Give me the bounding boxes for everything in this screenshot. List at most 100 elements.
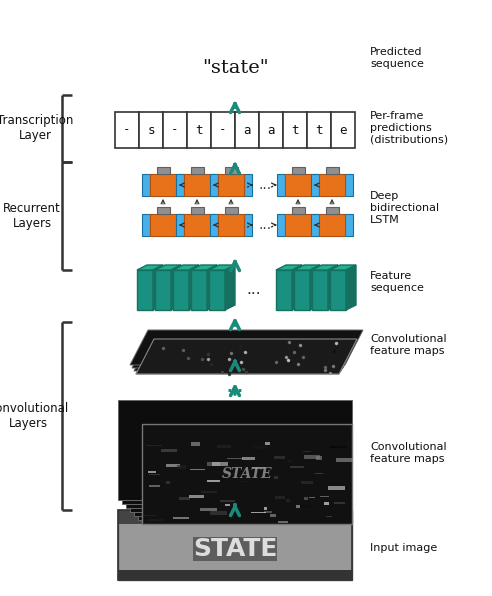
Bar <box>142 424 352 524</box>
Bar <box>277 521 288 523</box>
Bar <box>331 112 355 148</box>
Text: STATE: STATE <box>193 536 277 560</box>
Bar <box>283 112 307 148</box>
Bar <box>146 445 161 446</box>
Bar <box>220 500 235 502</box>
Bar <box>235 112 259 148</box>
Bar <box>244 174 252 196</box>
Bar <box>264 511 272 513</box>
Bar <box>316 456 322 460</box>
Polygon shape <box>189 265 199 310</box>
Bar <box>218 174 244 196</box>
Bar <box>225 167 238 174</box>
Bar <box>155 270 171 310</box>
Bar <box>130 412 352 512</box>
Text: ...: ... <box>226 380 244 396</box>
Bar <box>250 511 266 513</box>
Bar <box>138 420 352 520</box>
Bar <box>292 207 305 214</box>
Bar <box>307 112 331 148</box>
Text: -: - <box>171 123 179 136</box>
Text: Convolutional
feature maps: Convolutional feature maps <box>370 442 447 464</box>
Bar <box>241 481 250 482</box>
Bar <box>118 400 352 500</box>
Bar <box>211 112 235 148</box>
Bar <box>115 112 139 148</box>
Bar <box>150 214 176 236</box>
Text: ...: ... <box>246 283 261 297</box>
Bar <box>200 508 217 511</box>
Bar <box>134 416 352 516</box>
Bar <box>160 449 177 452</box>
Bar <box>210 174 218 196</box>
Bar <box>137 270 153 310</box>
Bar <box>176 214 184 236</box>
Bar <box>187 112 211 148</box>
Bar <box>299 505 310 508</box>
Bar <box>150 474 160 475</box>
Text: t: t <box>315 123 323 136</box>
Bar <box>319 174 345 196</box>
Bar <box>148 519 163 521</box>
Polygon shape <box>346 265 356 310</box>
Bar <box>142 174 150 196</box>
Bar <box>144 515 157 516</box>
Polygon shape <box>173 265 199 270</box>
Bar <box>242 457 255 460</box>
Polygon shape <box>136 339 357 374</box>
Bar <box>189 495 204 498</box>
Bar <box>184 214 210 236</box>
Bar <box>207 480 220 483</box>
Bar <box>324 502 329 505</box>
Polygon shape <box>137 265 163 270</box>
Bar <box>290 466 304 468</box>
Bar <box>330 270 346 310</box>
Bar <box>118 570 352 580</box>
Text: Convolutional
feature maps: Convolutional feature maps <box>370 334 447 356</box>
Bar <box>319 214 345 236</box>
Polygon shape <box>191 265 217 270</box>
Bar <box>274 456 285 459</box>
Bar <box>294 270 310 310</box>
Text: ...: ... <box>258 178 272 192</box>
Bar <box>176 214 184 236</box>
Bar <box>210 511 227 515</box>
Bar <box>157 207 170 214</box>
Polygon shape <box>312 265 338 270</box>
Text: s: s <box>147 123 155 136</box>
Polygon shape <box>310 265 320 310</box>
Text: "state": "state" <box>202 59 268 77</box>
Bar <box>209 270 225 310</box>
Text: t: t <box>291 123 299 136</box>
Bar <box>212 462 228 466</box>
Bar <box>304 496 308 499</box>
Text: Recurrent
Layers: Recurrent Layers <box>3 202 61 230</box>
Bar <box>150 174 176 196</box>
Bar <box>309 497 315 498</box>
Bar <box>142 214 150 236</box>
Text: -: - <box>219 123 227 136</box>
Bar <box>122 404 352 504</box>
Bar <box>201 491 216 493</box>
Bar <box>157 167 170 174</box>
Bar <box>176 174 184 196</box>
Bar <box>304 451 311 452</box>
Bar <box>301 482 312 484</box>
Bar <box>271 514 276 517</box>
Bar <box>166 464 181 467</box>
Bar <box>259 112 283 148</box>
Bar <box>244 214 252 236</box>
Bar <box>292 167 305 174</box>
Bar <box>311 174 319 196</box>
Bar <box>173 270 189 310</box>
Bar <box>264 507 268 510</box>
Bar <box>345 174 353 196</box>
Bar <box>142 424 352 524</box>
Text: ...: ... <box>258 218 272 232</box>
Bar <box>335 502 345 504</box>
Bar <box>276 270 292 310</box>
Bar <box>173 517 189 519</box>
Bar <box>191 270 207 310</box>
Polygon shape <box>209 265 235 270</box>
Bar <box>179 498 189 499</box>
